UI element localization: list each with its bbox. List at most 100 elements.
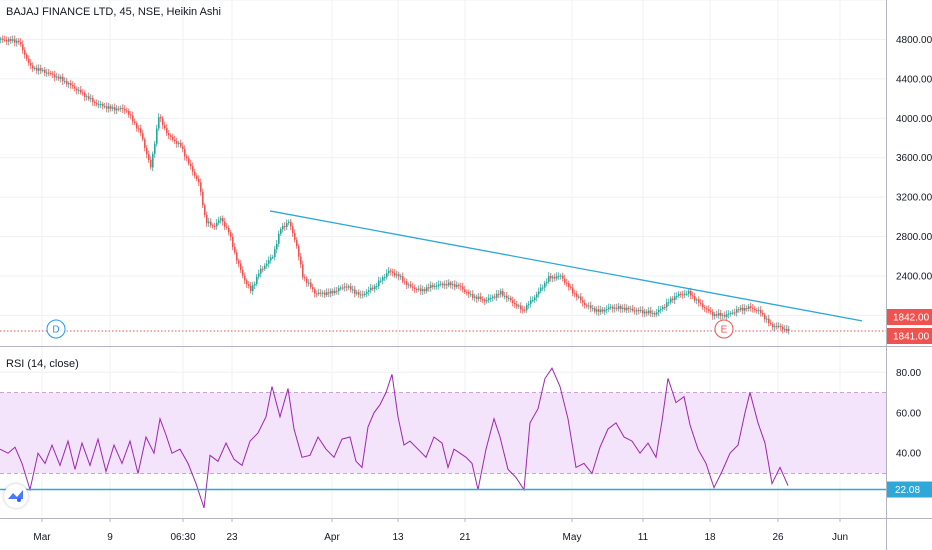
candle-body bbox=[610, 306, 612, 308]
candle-body bbox=[102, 103, 104, 107]
candle-body bbox=[252, 285, 254, 291]
candle-body bbox=[236, 252, 238, 261]
candle-body bbox=[374, 286, 376, 290]
candle-body bbox=[246, 280, 248, 285]
candle-body bbox=[166, 128, 168, 134]
candle-body bbox=[262, 268, 264, 270]
candle-body bbox=[666, 302, 668, 308]
candle-body bbox=[674, 296, 676, 301]
candle-body bbox=[256, 276, 258, 284]
candle-body bbox=[582, 300, 584, 303]
tradingview-logo[interactable] bbox=[4, 484, 28, 508]
candle-body bbox=[624, 307, 626, 311]
candle-body bbox=[388, 270, 390, 274]
candle-body bbox=[478, 296, 480, 299]
candle-body bbox=[650, 310, 652, 314]
candle-body bbox=[120, 108, 122, 110]
candle-body bbox=[706, 308, 708, 310]
candle-body bbox=[422, 289, 424, 292]
candle-body bbox=[368, 290, 370, 292]
trendline bbox=[269, 210, 863, 322]
candle-body bbox=[106, 106, 108, 109]
candle-body bbox=[732, 312, 734, 314]
candle-body bbox=[558, 275, 560, 277]
candle-body bbox=[160, 117, 162, 119]
candle-body bbox=[242, 270, 244, 276]
price-tick-label: 3600.00 bbox=[896, 153, 932, 164]
candle-body bbox=[108, 106, 110, 109]
candle-body bbox=[208, 221, 210, 224]
candle-body bbox=[18, 40, 20, 42]
candle-body bbox=[258, 273, 260, 277]
candle-body bbox=[722, 314, 724, 316]
candle-body bbox=[124, 109, 126, 111]
candle-body bbox=[482, 299, 484, 301]
candle-body bbox=[778, 326, 780, 328]
candle-body bbox=[136, 123, 138, 129]
candle-body bbox=[514, 302, 516, 305]
event-label: D bbox=[52, 325, 59, 336]
candle-body bbox=[190, 163, 192, 167]
candle-body bbox=[594, 308, 596, 312]
candle-body bbox=[34, 67, 36, 69]
candle-body bbox=[66, 81, 68, 85]
candle-body bbox=[372, 287, 374, 290]
candle-body bbox=[316, 293, 318, 295]
candle-body bbox=[46, 72, 48, 74]
candle-body bbox=[296, 239, 298, 247]
candle-body bbox=[596, 309, 598, 312]
time-tick-label: Mar bbox=[33, 532, 51, 543]
candle-body bbox=[96, 102, 98, 105]
candle-body bbox=[738, 309, 740, 311]
candle-body bbox=[390, 270, 392, 272]
candle-body bbox=[200, 182, 202, 192]
candle-body bbox=[632, 308, 634, 311]
candle-body bbox=[776, 326, 778, 328]
candle-body bbox=[516, 304, 518, 307]
candle-body bbox=[694, 296, 696, 301]
candle-body bbox=[726, 314, 728, 317]
candle-body bbox=[24, 50, 26, 55]
candle-body bbox=[274, 249, 276, 258]
candle-body bbox=[412, 286, 414, 288]
candle-body bbox=[174, 139, 176, 142]
candle-body bbox=[80, 89, 82, 93]
candle-body bbox=[2, 38, 4, 40]
candle-body bbox=[480, 296, 482, 300]
candle-body bbox=[486, 300, 488, 302]
candle-body bbox=[306, 278, 308, 283]
candle-body bbox=[168, 133, 170, 136]
candle-body bbox=[266, 263, 268, 266]
price-tick-label: 4000.00 bbox=[896, 114, 932, 125]
candle-body bbox=[32, 65, 34, 69]
candle-body bbox=[110, 106, 112, 109]
candle-body bbox=[552, 276, 554, 279]
candle-body bbox=[4, 39, 6, 41]
candle-body bbox=[544, 283, 546, 288]
candle-body bbox=[748, 306, 750, 309]
candle-body bbox=[12, 39, 14, 41]
candle-body bbox=[448, 282, 450, 286]
candle-body bbox=[352, 289, 354, 291]
candle-body bbox=[580, 296, 582, 301]
candle-body bbox=[766, 318, 768, 320]
time-tick-label: 18 bbox=[704, 532, 716, 543]
candle-body bbox=[206, 214, 208, 224]
candle-body bbox=[350, 286, 352, 290]
candle-body bbox=[710, 310, 712, 312]
candle-body bbox=[464, 289, 466, 292]
candle-body bbox=[100, 103, 102, 105]
candle-body bbox=[720, 312, 722, 316]
candle-body bbox=[604, 309, 606, 312]
candle-body bbox=[54, 74, 56, 78]
candle-body bbox=[466, 291, 468, 293]
candle-body bbox=[330, 290, 332, 294]
candle-body bbox=[432, 285, 434, 287]
candle-body bbox=[564, 278, 566, 283]
candle-body bbox=[218, 220, 220, 223]
candle-body bbox=[788, 329, 790, 331]
candle-body bbox=[230, 232, 232, 237]
candle-body bbox=[400, 276, 402, 278]
candle-body bbox=[74, 86, 76, 89]
